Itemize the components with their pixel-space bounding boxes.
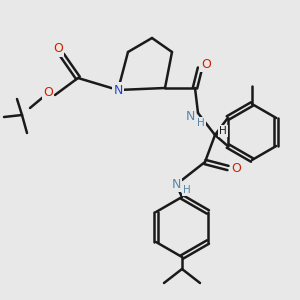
Text: H: H — [197, 118, 205, 128]
Text: O: O — [53, 43, 63, 56]
Text: O: O — [201, 58, 211, 70]
Text: O: O — [231, 161, 241, 175]
Text: H: H — [183, 185, 191, 195]
Text: O: O — [43, 86, 53, 100]
Text: N: N — [113, 83, 123, 97]
Text: H: H — [219, 126, 227, 136]
Text: N: N — [171, 178, 181, 190]
Text: N: N — [185, 110, 195, 124]
